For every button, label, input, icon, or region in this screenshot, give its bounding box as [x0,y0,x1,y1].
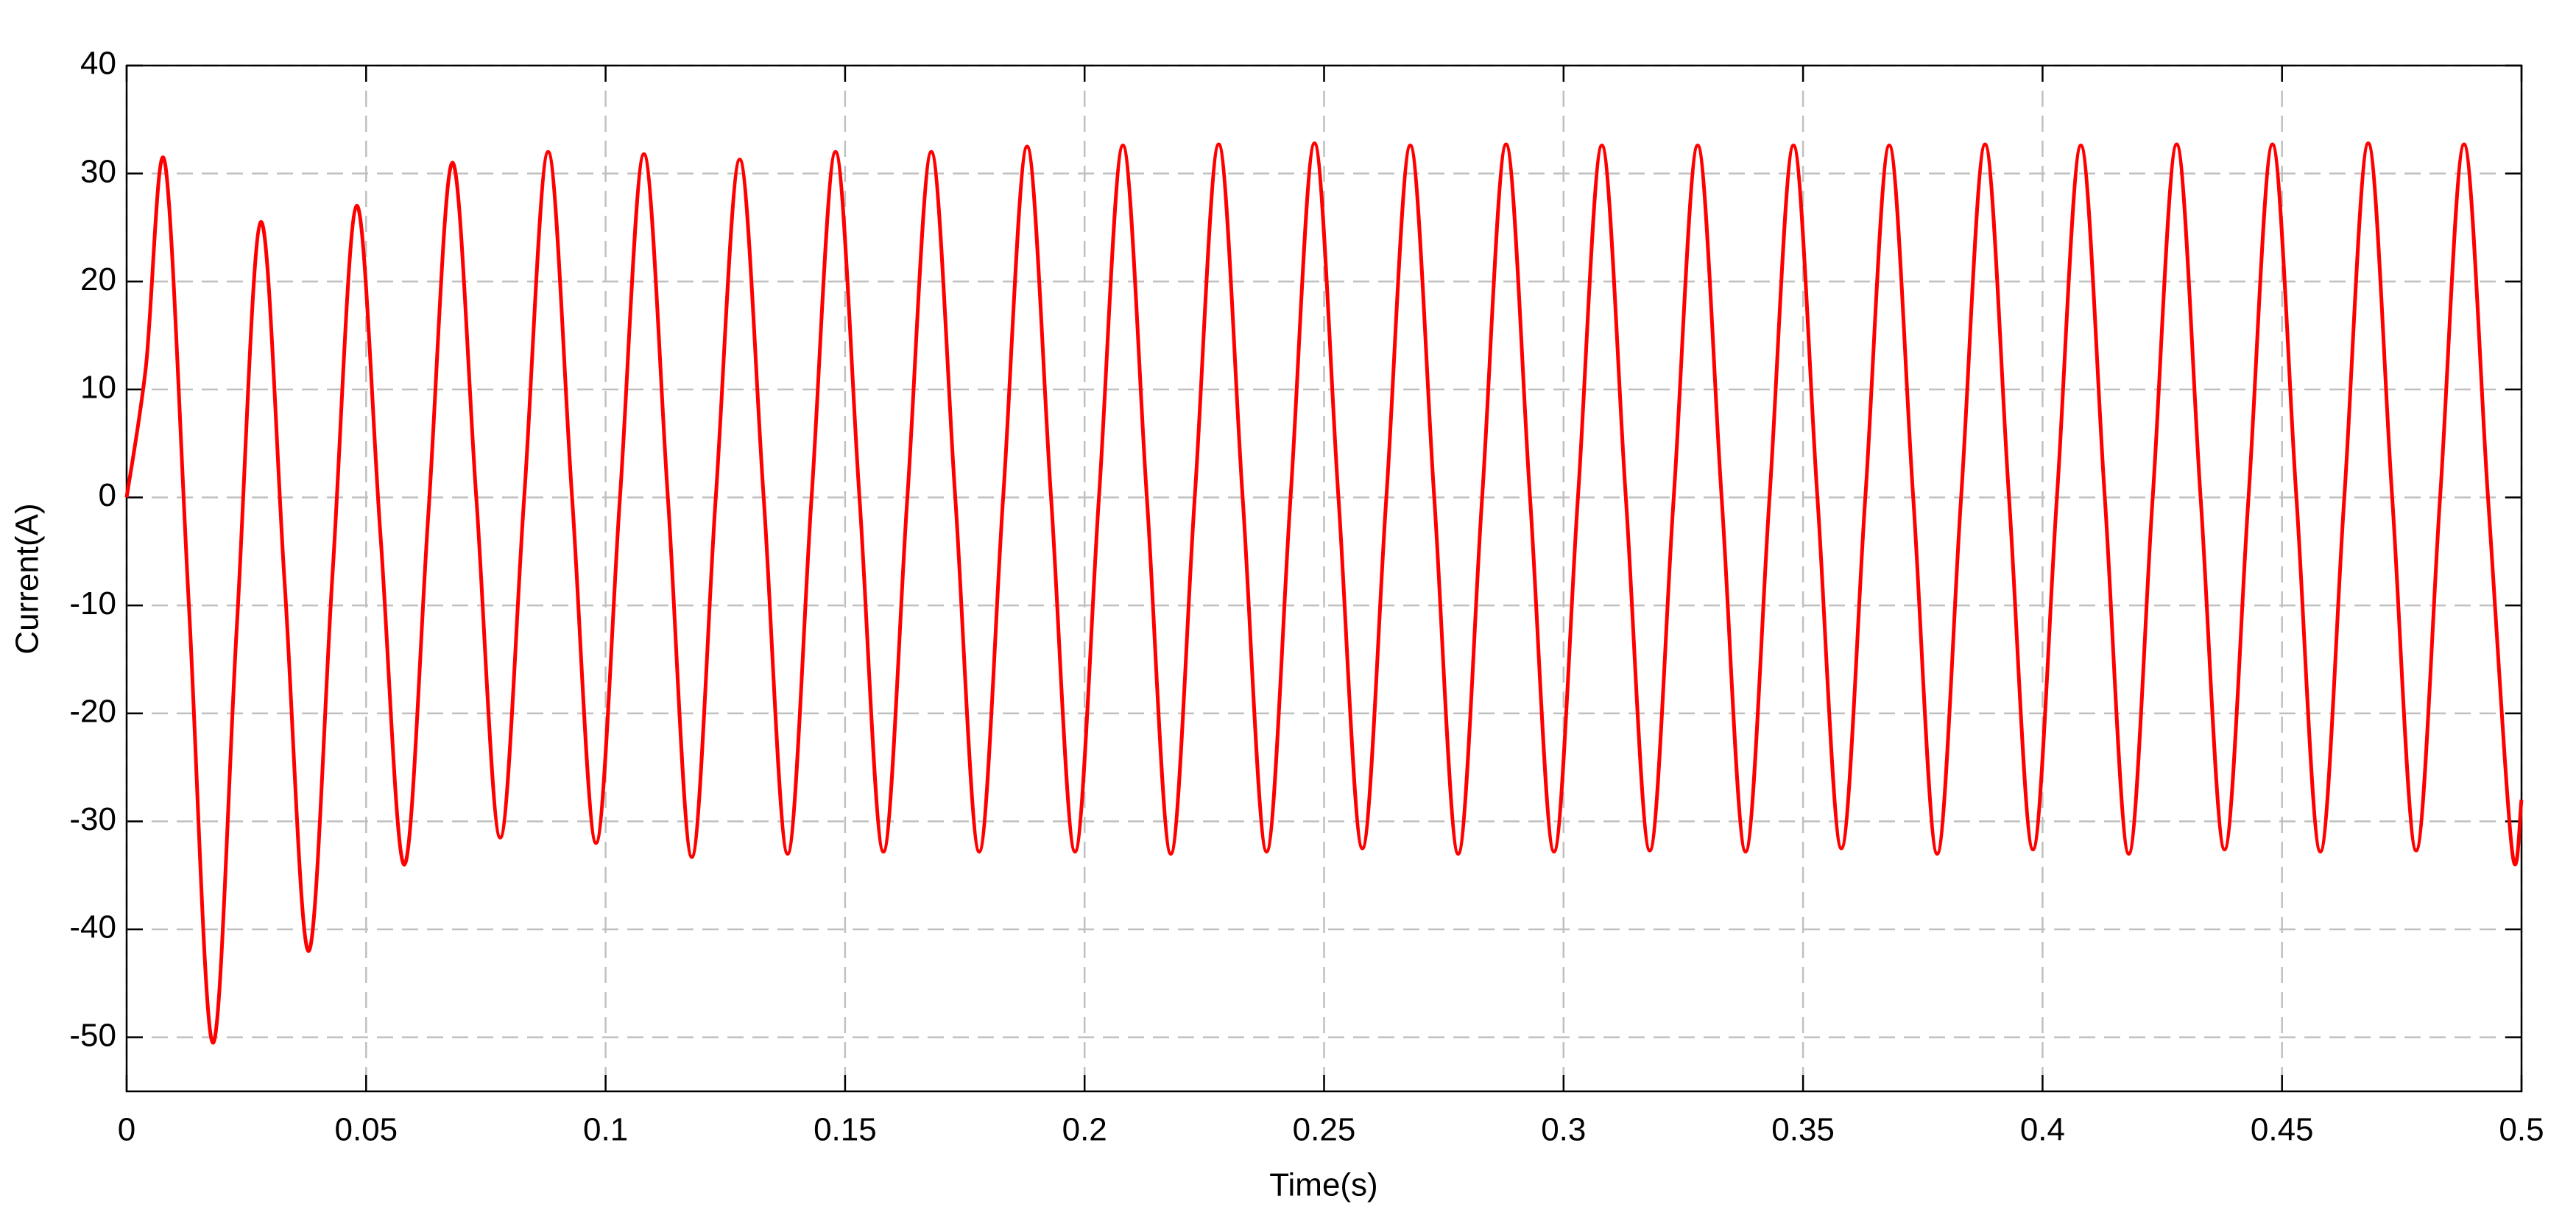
x-tick-label: 0.45 [2251,1112,2314,1148]
plot-frame [125,64,2523,1093]
x-tick-label: 0.05 [334,1112,398,1148]
x-tick-label: 0.4 [2020,1112,2065,1148]
x-tick-label: 0 [118,1112,135,1148]
x-tick-label: 0.15 [814,1112,877,1148]
x-tick-label: 0.2 [1062,1112,1107,1148]
x-axis-label: Time(s) [1269,1167,1377,1203]
y-axis-label: Current(A) [10,503,46,654]
y-tick-label: -20 [69,693,116,729]
y-tick-label: -40 [69,909,116,946]
x-tick-label: 0.3 [1541,1112,1586,1148]
x-tick-label: 0.25 [1293,1112,1356,1148]
y-tick-label: -50 [69,1017,116,1053]
y-tick-label: 40 [80,46,116,82]
x-tick-label: 0.35 [1771,1112,1835,1148]
x-tick-label: 0.1 [583,1112,628,1148]
y-tick-label: -30 [69,801,116,837]
y-tick-label: 20 [80,261,116,298]
y-tick-label: 0 [99,477,116,513]
y-tick-label: -10 [69,585,116,622]
data-line [124,141,2524,1045]
y-tick-label: 10 [80,370,116,406]
x-tick-label: 0.5 [2499,1112,2544,1148]
y-tick-label: 30 [80,153,116,189]
